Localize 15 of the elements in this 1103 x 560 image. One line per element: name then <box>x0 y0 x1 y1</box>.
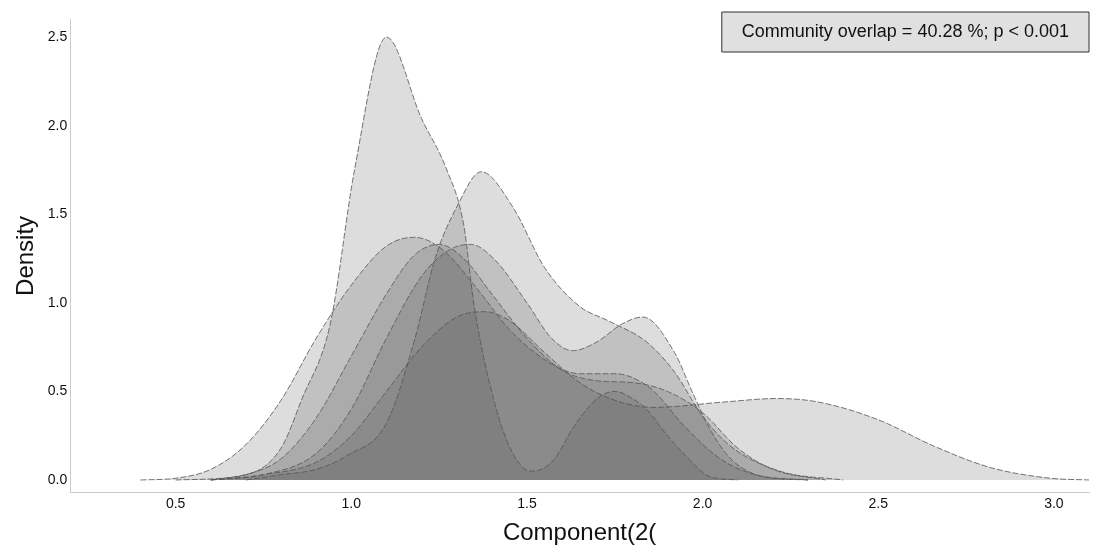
y-tick-label: 1.5 <box>47 205 68 222</box>
y-tick-label: 2.5 <box>47 27 68 44</box>
y-tick-label: 1.0 <box>47 293 68 310</box>
x-tick-label: 2.0 <box>692 494 713 511</box>
x-tick-label: 3.0 <box>1044 494 1064 511</box>
y-tick-label: 0.0 <box>47 470 68 487</box>
annotation: Community overlap = 40.28 %; p < 0.001 <box>741 20 1070 41</box>
x-tick-label: 2.5 <box>868 494 889 511</box>
y-tick-label: 2.0 <box>47 116 68 133</box>
y-tick-label: 0.5 <box>47 382 68 399</box>
y-axis-title: Density <box>11 215 39 296</box>
x-axis-title: Component(2( <box>502 518 657 546</box>
x-tick-label: 0.5 <box>165 494 186 511</box>
x-tick-label: 1.0 <box>341 494 362 511</box>
x-tick-label: 1.5 <box>517 494 537 511</box>
